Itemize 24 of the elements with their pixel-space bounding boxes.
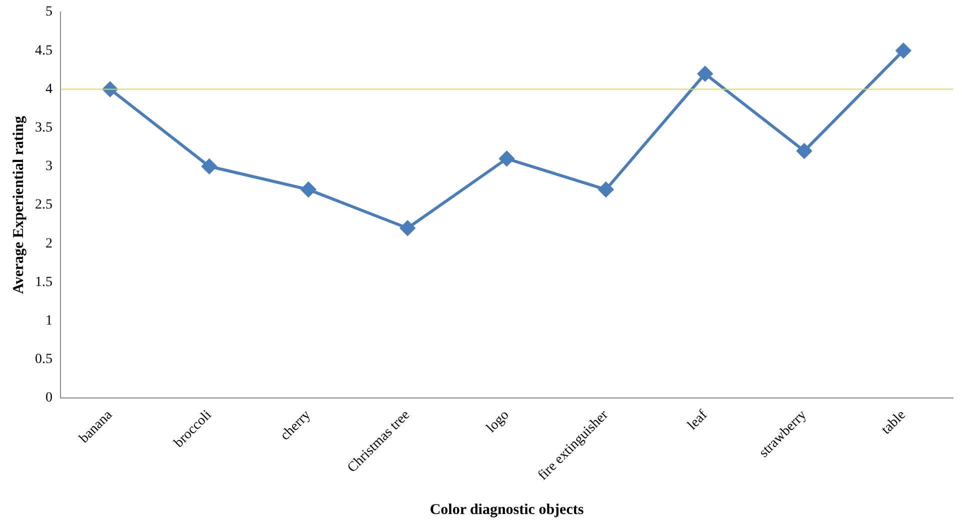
y-tick-label: 5 (46, 4, 52, 20)
point (598, 182, 614, 198)
x-tick-label: logo (484, 408, 512, 436)
point (896, 43, 911, 58)
y-tick-label: 4 (46, 82, 52, 97)
y-axis-title: Average Experiential rating (10, 115, 27, 294)
y-tick-label: 3 (46, 159, 52, 174)
point (499, 151, 514, 166)
y-tick-label: 3.5 (35, 120, 52, 136)
point (400, 220, 416, 236)
y-tick-label: 2 (46, 236, 52, 252)
point (300, 182, 316, 198)
point (202, 158, 217, 174)
y-tick-label: 0 (46, 390, 52, 406)
y-tick-label: 1.5 (35, 274, 52, 290)
x-tick-label: leaf (685, 407, 711, 434)
y-tick-label: 4.5 (35, 43, 52, 58)
point (796, 143, 812, 158)
y-tick-label: 1 (46, 313, 52, 328)
x-axis-title: Color diagnostic objects (430, 502, 584, 518)
point (698, 66, 713, 82)
x-tick-label: table (878, 408, 909, 438)
y-tick-label: 0.5 (35, 352, 52, 368)
y-tick-label: 2.5 (35, 198, 52, 213)
